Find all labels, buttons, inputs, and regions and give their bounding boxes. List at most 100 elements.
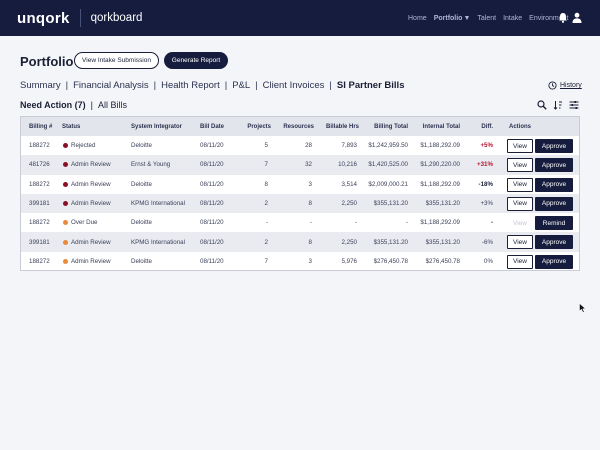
cell-billing: 188272 bbox=[29, 257, 50, 265]
bills-table: Billing # Status System Integrator Bill … bbox=[20, 116, 580, 271]
cell-internal-total: $355,131.20 bbox=[425, 238, 460, 246]
tab-separator: | bbox=[329, 80, 332, 91]
bill-filter: Need Action (7) | All Bills bbox=[20, 100, 127, 110]
cell-billing: 399181 bbox=[29, 200, 50, 208]
cell-internal-total: $1,188,292.09 bbox=[420, 180, 460, 188]
cell-resources: - bbox=[309, 219, 312, 227]
tab-separator: | bbox=[255, 80, 258, 91]
cell-billable-hrs: 7,893 bbox=[341, 142, 357, 150]
approve-button[interactable]: Approve bbox=[535, 235, 573, 250]
tab-health-report[interactable]: Health Report bbox=[161, 80, 220, 91]
history-label: History bbox=[560, 82, 582, 89]
approve-button[interactable]: Approve bbox=[535, 158, 573, 173]
approve-button[interactable]: Approve bbox=[535, 254, 573, 269]
status-label: Admin Review bbox=[71, 238, 111, 246]
cell-billing: 188272 bbox=[29, 142, 50, 150]
remind-button[interactable]: Remind bbox=[535, 216, 573, 231]
cell-billing-total: $355,131.20 bbox=[373, 200, 408, 208]
cell-internal-total: $1,188,292.09 bbox=[420, 142, 460, 150]
cell-integrator: Ernst & Young bbox=[131, 161, 171, 169]
col-actions: Actions bbox=[509, 123, 532, 130]
cell-internal-total: $1,290,220.00 bbox=[420, 161, 460, 169]
cell-integrator: Deloitte bbox=[131, 180, 152, 188]
table-tools bbox=[537, 100, 579, 110]
table-row: 188272 Over Due Deloitte 08/11/20 - - - - $1,188… bbox=[21, 213, 579, 232]
table-row: 188272 Admin Review Deloitte 08/11/20 7 3 5,97… bbox=[21, 252, 579, 271]
generate-report-button[interactable]: Generate Report bbox=[164, 52, 228, 69]
bell-icon[interactable] bbox=[558, 12, 568, 23]
col-billable-hrs[interactable]: Billable Hrs bbox=[325, 123, 359, 130]
view-button: View bbox=[513, 219, 527, 227]
col-bill-date[interactable]: Bill Date bbox=[200, 123, 225, 130]
tab-summary[interactable]: Summary bbox=[20, 80, 61, 91]
cell-resources: 28 bbox=[305, 142, 312, 150]
status-dot bbox=[63, 162, 68, 168]
history-icon bbox=[548, 81, 557, 90]
cell-billing-total: $1,242,959.50 bbox=[368, 142, 408, 150]
filter-need-action[interactable]: Need Action (7) bbox=[20, 100, 86, 110]
table-row: 188272 Admin Review Deloitte 08/11/20 8 3 3,51… bbox=[21, 175, 579, 194]
col-resources[interactable]: Resources bbox=[283, 123, 314, 130]
nav-portfolio[interactable]: Portfolio▼ bbox=[434, 15, 471, 22]
tab-financial-analysis[interactable]: Financial Analysis bbox=[73, 80, 149, 91]
col-projects[interactable]: Projects bbox=[247, 123, 271, 130]
approve-button[interactable]: Approve bbox=[535, 177, 573, 192]
col-status[interactable]: Status bbox=[62, 123, 81, 130]
status-dot bbox=[63, 143, 68, 149]
history-link[interactable]: History bbox=[548, 81, 582, 90]
col-internal-total[interactable]: Internal Total bbox=[422, 123, 460, 130]
tab-separator: | bbox=[65, 80, 69, 91]
filter-all-bills[interactable]: All Bills bbox=[98, 100, 128, 110]
col-billing-total[interactable]: Billing Total bbox=[374, 123, 408, 130]
cell-billable-hrs: 2,250 bbox=[341, 200, 357, 208]
status-label: Admin Review bbox=[71, 161, 111, 169]
nav-talent[interactable]: Talent bbox=[477, 14, 497, 22]
filter-sliders-icon[interactable] bbox=[569, 100, 579, 110]
search-icon[interactable] bbox=[537, 100, 547, 110]
cell-resources: 8 bbox=[308, 238, 312, 246]
col-diff[interactable]: Diff. bbox=[481, 123, 493, 130]
cell-billable-hrs: - bbox=[354, 219, 357, 227]
cell-projects: 2 bbox=[264, 238, 268, 246]
tab-separator: | bbox=[153, 80, 157, 91]
cell-diff: - bbox=[490, 219, 493, 227]
nav-home[interactable]: Home bbox=[408, 14, 427, 22]
top-navbar: unqork qorkboard Home Portfolio▼ Talent … bbox=[0, 0, 600, 36]
filter-separator: | bbox=[90, 100, 94, 110]
view-button[interactable]: View bbox=[507, 235, 533, 250]
table-row: 481726 Admin Review Ernst & Young 08/11/20 7… bbox=[21, 155, 579, 175]
view-button[interactable]: View bbox=[507, 196, 533, 211]
status-dot bbox=[63, 181, 68, 187]
user-icon[interactable] bbox=[572, 12, 582, 23]
sort-icon[interactable] bbox=[553, 100, 563, 110]
tab-si-partner-bills[interactable]: SI Partner Bills bbox=[336, 80, 405, 91]
approve-button[interactable]: Approve bbox=[535, 139, 573, 153]
cell-diff: +5% bbox=[480, 142, 493, 150]
status-dot bbox=[63, 201, 68, 207]
cell-bill-date: 08/11/20 bbox=[200, 200, 224, 208]
col-billing[interactable]: Billing # bbox=[29, 123, 53, 130]
cell-status: Admin Review bbox=[63, 155, 111, 174]
cell-projects: 2 bbox=[264, 200, 268, 208]
tab-client-invoices[interactable]: Client Invoices bbox=[262, 80, 325, 91]
view-button[interactable]: View bbox=[507, 177, 533, 192]
status-dot bbox=[63, 220, 68, 226]
cell-integrator: Deloitte bbox=[131, 142, 152, 150]
view-button[interactable]: View bbox=[507, 158, 533, 173]
cell-bill-date: 08/11/20 bbox=[200, 180, 224, 188]
col-system-integrator[interactable]: System Integrator bbox=[131, 123, 183, 130]
cell-status: Admin Review bbox=[63, 252, 111, 271]
chevron-down-icon: ▼ bbox=[463, 14, 471, 22]
nav-environment[interactable]: Environment bbox=[529, 14, 569, 22]
approve-button[interactable]: Approve bbox=[535, 196, 573, 211]
table-row: 188272 Rejected Deloitte 08/11/20 5 28 7,893 $1… bbox=[21, 136, 579, 155]
logo: unqork bbox=[17, 9, 70, 27]
view-intake-submission-button[interactable]: View Intake Submission bbox=[74, 52, 159, 69]
nav-intake[interactable]: Intake bbox=[503, 14, 523, 22]
cell-projects: - bbox=[265, 219, 268, 227]
view-button[interactable]: View bbox=[507, 139, 533, 153]
tab-pl[interactable]: P&L bbox=[232, 80, 251, 91]
cell-billing: 188272 bbox=[29, 219, 50, 227]
view-button[interactable]: View bbox=[507, 254, 533, 269]
status-dot bbox=[63, 239, 68, 245]
